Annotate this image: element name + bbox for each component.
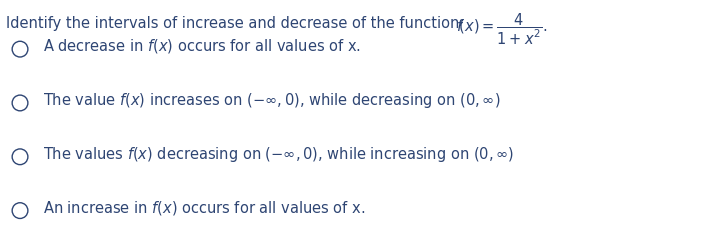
Text: The values $f(x)$ decreasing on $(-\infty, 0)$, while increasing on $(0, \infty): The values $f(x)$ decreasing on $(-\inft… <box>43 145 514 164</box>
Text: The value $f(x)$ increases on $(-\infty, 0)$, while decreasing on $(0, \infty)$: The value $f(x)$ increases on $(-\infty,… <box>43 91 500 110</box>
Text: $f\!\left(x\right) = \dfrac{4}{1+x^2}$.: $f\!\left(x\right) = \dfrac{4}{1+x^2}$. <box>456 12 548 47</box>
Text: A decrease in $f(x)$ occurs for all values of x.: A decrease in $f(x)$ occurs for all valu… <box>43 37 361 55</box>
Text: An increase in $f(x)$ occurs for all values of x.: An increase in $f(x)$ occurs for all val… <box>43 199 365 217</box>
Text: Identify the intervals of increase and decrease of the function: Identify the intervals of increase and d… <box>6 16 464 31</box>
